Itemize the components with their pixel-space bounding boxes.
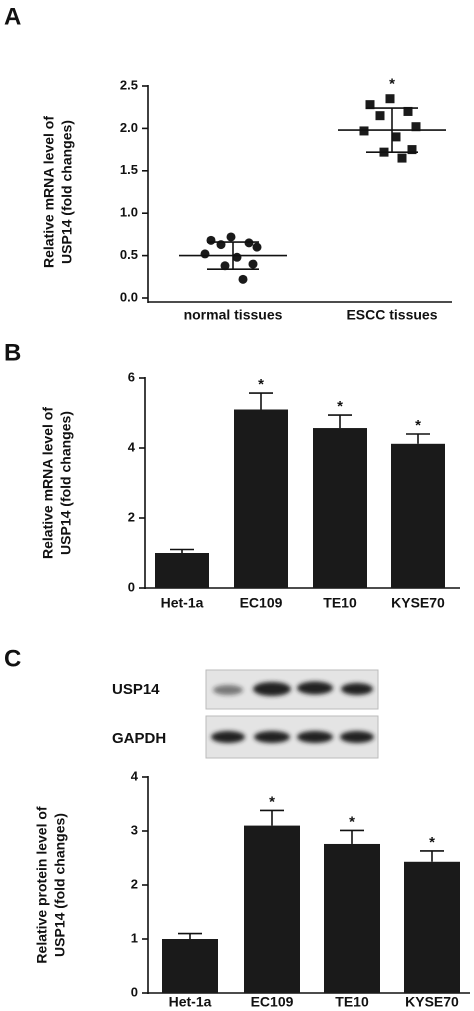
western-blot: USP14 GAPDH bbox=[112, 669, 379, 759]
data-point bbox=[375, 111, 385, 121]
panel-letter: A bbox=[4, 3, 21, 30]
bar bbox=[234, 409, 288, 588]
bar bbox=[324, 843, 380, 993]
data-point bbox=[238, 274, 248, 284]
x-tick-label: EC109 bbox=[240, 595, 283, 611]
y-axis-label: Relative mRNA level of bbox=[41, 116, 57, 268]
y-tick-label: 2 bbox=[131, 876, 138, 891]
y-axis-label: USP14 (fold changes) bbox=[52, 813, 68, 957]
data-point bbox=[200, 249, 210, 259]
x-tick-label: TE10 bbox=[335, 994, 369, 1010]
data-point bbox=[397, 153, 407, 163]
data-point bbox=[407, 145, 417, 155]
significance-mark: * bbox=[429, 834, 435, 851]
y-axis-label: USP14 (fold changes) bbox=[59, 120, 75, 264]
bar bbox=[155, 553, 209, 588]
y-tick-label: 0.0 bbox=[120, 289, 138, 304]
y-axis-label: Relative mRNA level of bbox=[40, 407, 56, 559]
data-point bbox=[220, 261, 230, 271]
significance-mark: * bbox=[269, 793, 275, 810]
significance-mark: * bbox=[389, 76, 395, 93]
y-tick-label: 2 bbox=[128, 509, 135, 524]
y-tick-label: 4 bbox=[128, 439, 136, 454]
y-tick-label: 1 bbox=[131, 930, 138, 945]
data-point bbox=[206, 235, 216, 245]
y-tick-label: 1.5 bbox=[120, 162, 138, 177]
data-point bbox=[248, 259, 258, 269]
significance-mark: * bbox=[349, 813, 355, 830]
x-tick-label: KYSE70 bbox=[405, 994, 459, 1010]
data-point bbox=[403, 106, 413, 116]
data-point bbox=[385, 94, 395, 104]
y-tick-label: 2.0 bbox=[120, 120, 138, 135]
y-tick-label: 1.0 bbox=[120, 205, 138, 220]
panel-letter: C bbox=[4, 645, 21, 672]
panel-letter: B bbox=[4, 339, 21, 366]
x-tick-label: Het-1a bbox=[161, 595, 204, 611]
y-tick-label: 2.5 bbox=[120, 77, 138, 92]
data-point bbox=[359, 126, 369, 136]
y-tick-label: 0.5 bbox=[120, 247, 138, 262]
y-tick-label: 6 bbox=[128, 369, 135, 384]
bar bbox=[162, 939, 218, 993]
bar bbox=[404, 861, 460, 993]
x-tick-label: Het-1a bbox=[169, 994, 212, 1010]
y-tick-label: 0 bbox=[131, 984, 138, 999]
x-tick-label: EC109 bbox=[251, 994, 294, 1010]
data-point bbox=[391, 132, 401, 142]
data-point bbox=[252, 242, 262, 252]
x-tick-label: KYSE70 bbox=[391, 595, 445, 611]
data-point bbox=[411, 122, 421, 132]
bar bbox=[244, 825, 300, 993]
blot-label: USP14 bbox=[112, 681, 160, 698]
x-tick-label: normal tissues bbox=[184, 307, 283, 323]
data-point bbox=[244, 238, 254, 248]
x-tick-label: TE10 bbox=[323, 595, 357, 611]
y-tick-label: 3 bbox=[131, 822, 138, 837]
y-axis-label: Relative protein level of bbox=[34, 806, 50, 963]
data-point bbox=[226, 232, 236, 242]
significance-mark: * bbox=[258, 376, 264, 393]
blot-label: GAPDH bbox=[112, 730, 166, 747]
x-tick-label: ESCC tissues bbox=[346, 307, 437, 323]
y-axis-label: USP14 (fold changes) bbox=[58, 411, 74, 555]
significance-mark: * bbox=[337, 398, 343, 415]
data-point bbox=[365, 100, 375, 110]
bar bbox=[391, 443, 445, 588]
y-tick-label: 0 bbox=[128, 579, 135, 594]
significance-mark: * bbox=[415, 417, 421, 434]
bar bbox=[313, 428, 367, 588]
data-point bbox=[232, 252, 242, 262]
y-tick-label: 4 bbox=[131, 768, 139, 783]
